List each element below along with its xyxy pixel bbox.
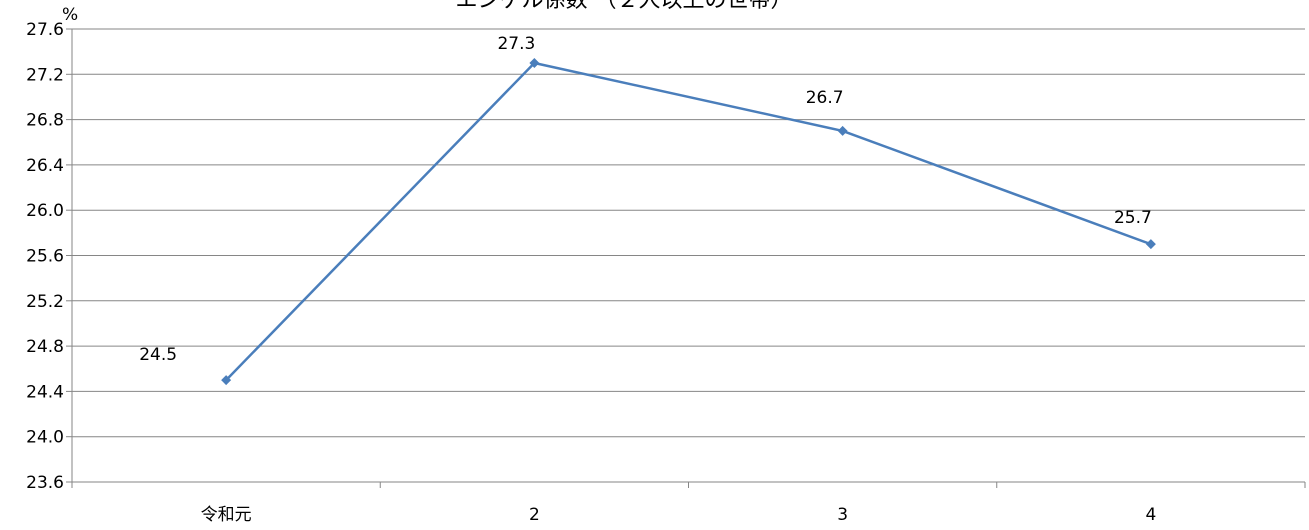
- y-tick-label: 26.0: [26, 201, 64, 221]
- y-tick-label: 27.2: [26, 65, 64, 85]
- y-tick-label: 24.8: [26, 337, 64, 357]
- data-label: 25.7: [1114, 208, 1152, 228]
- y-tick-label: 27.6: [26, 20, 64, 40]
- y-axis-unit-label: %: [62, 5, 78, 25]
- gridlines: [72, 28, 1305, 483]
- data-label: 26.7: [806, 88, 844, 108]
- series-group: [221, 57, 1156, 386]
- data-point-marker: [529, 57, 540, 68]
- data-label: 24.5: [139, 345, 177, 365]
- y-tick-label: 26.4: [26, 156, 64, 176]
- x-tick-label: 令和元: [201, 505, 252, 525]
- y-tick-label: 24.4: [26, 382, 64, 402]
- x-tick-label: 4: [1145, 505, 1156, 525]
- chart-title: エンゲル係数 （２人以上の世帯）: [456, 0, 793, 13]
- y-tick-label: 23.6: [26, 473, 64, 493]
- y-tick-label: 24.0: [26, 428, 64, 448]
- data-point-marker: [221, 375, 232, 386]
- y-tick-labels: 23.6 24.0 24.4 24.8 25.2 25.6 26.0 26.4 26.8 27.2…: [26, 20, 64, 493]
- y-tick-label: 26.8: [26, 111, 64, 131]
- x-tick-label: 3: [837, 505, 848, 525]
- y-tick-label: 25.2: [26, 292, 64, 312]
- chart-title-group: エンゲル係数 （２人以上の世帯）: [456, 0, 793, 13]
- x-tick-label: 2: [529, 505, 540, 525]
- data-point-marker: [1145, 239, 1156, 250]
- data-label: 27.3: [497, 34, 535, 54]
- axes: [66, 28, 1306, 488]
- data-point-marker: [837, 125, 848, 136]
- series-line: [225, 61, 1152, 381]
- data-labels: 24.5 27.3 26.7 25.7: [139, 34, 1152, 365]
- y-tick-label: 25.6: [26, 247, 64, 267]
- x-tick-labels: 令和元 2 3 4: [201, 505, 1157, 525]
